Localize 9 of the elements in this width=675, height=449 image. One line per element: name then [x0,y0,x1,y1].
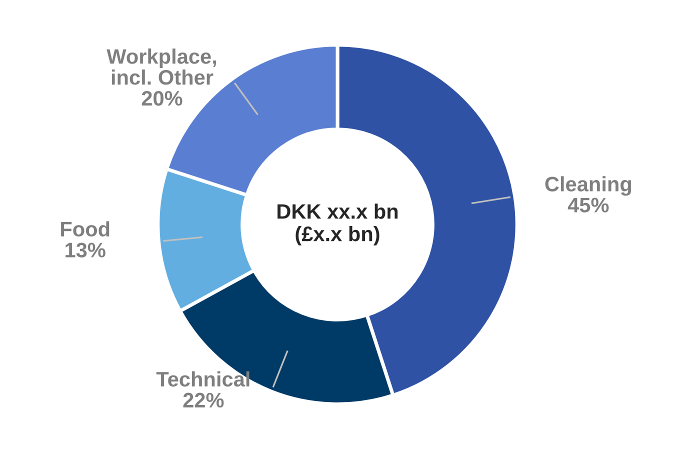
slice-label: Cleaning [545,176,632,196]
slice-label: Technical [156,371,250,387]
slice-label: Workplace, incl. Other [106,48,216,85]
data-label: 45% [568,198,609,213]
data-label: 13% [66,242,106,258]
text: DKK xx.x bn (£x.x bn) [278,204,398,246]
data-label: 22% [183,392,224,408]
data-label: 20% [142,90,182,106]
slice-label: Food [61,221,110,237]
